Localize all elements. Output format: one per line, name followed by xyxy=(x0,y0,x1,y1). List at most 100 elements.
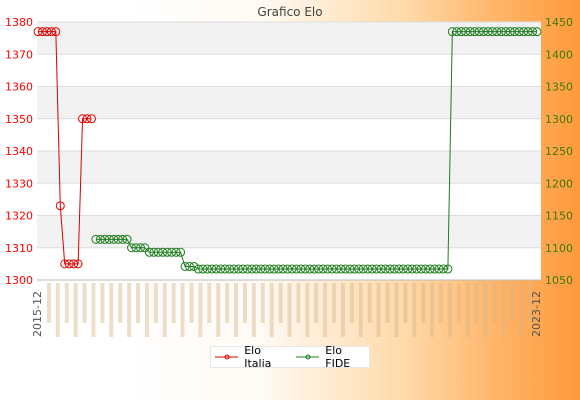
point-fide xyxy=(532,27,542,37)
point-fide xyxy=(461,27,471,37)
plot-band xyxy=(37,247,541,280)
point-fide xyxy=(135,243,145,253)
right-tick-label: 1200 xyxy=(545,177,573,190)
right-tick-label: 1100 xyxy=(545,242,573,255)
left-tick-label: 1320 xyxy=(5,210,33,223)
point-fide xyxy=(180,261,190,271)
right-tick-label: 1300 xyxy=(545,113,573,126)
left-tick-label: 1350 xyxy=(5,113,33,126)
point-fide xyxy=(398,264,408,274)
point-fide xyxy=(421,264,431,274)
point-fide xyxy=(118,234,128,244)
point-fide xyxy=(202,264,212,274)
point-fide xyxy=(211,264,221,274)
point-fide xyxy=(162,247,172,257)
series-layer xyxy=(33,27,542,274)
point-fide xyxy=(443,264,453,274)
right-tick-label: 1350 xyxy=(545,81,573,94)
point-fide xyxy=(514,27,524,37)
point-fide xyxy=(127,243,137,253)
point-fide xyxy=(283,264,292,274)
point-fide xyxy=(171,247,181,257)
point-fide xyxy=(528,27,538,37)
right-tick-label: 1250 xyxy=(545,145,573,158)
left-tick-label: 1370 xyxy=(5,48,33,61)
left-tick-label: 1380 xyxy=(5,16,33,29)
right-axis: 1050 1100 1150 1200 1250 1300 1350 1400 1450 xyxy=(545,16,573,287)
point-fide xyxy=(318,264,328,274)
point-italia xyxy=(51,27,61,37)
point-fide xyxy=(483,27,493,37)
point-fide xyxy=(447,27,457,37)
point-fide xyxy=(207,264,217,274)
point-fide xyxy=(251,264,261,274)
point-fide xyxy=(122,234,132,244)
plot-background xyxy=(37,22,541,280)
x-tick-label: 2015-12 xyxy=(31,291,44,337)
point-fide xyxy=(510,27,520,37)
point-fide xyxy=(407,264,417,274)
point-fide xyxy=(256,264,266,274)
point-italia xyxy=(64,259,74,269)
point-fide xyxy=(193,264,203,274)
legend-label-italia: Elo Italia xyxy=(244,344,272,370)
point-fide xyxy=(336,264,346,274)
point-fide xyxy=(434,264,444,274)
point-fide xyxy=(492,27,502,37)
point-fide xyxy=(354,264,364,274)
point-fide xyxy=(412,264,422,274)
point-fide xyxy=(95,234,105,244)
point-fide xyxy=(340,264,350,274)
point-fide xyxy=(470,27,480,37)
left-tick-label: 1330 xyxy=(5,177,33,190)
point-italia xyxy=(42,27,52,37)
point-fide xyxy=(501,27,511,37)
right-tick-label: 1150 xyxy=(545,210,573,223)
point-fide xyxy=(260,264,270,274)
point-italia xyxy=(37,27,47,37)
point-fide xyxy=(505,27,515,37)
point-fide xyxy=(376,264,386,274)
point-fide xyxy=(403,264,413,274)
point-fide xyxy=(474,27,484,37)
point-fide xyxy=(131,243,141,253)
plot-band xyxy=(37,22,541,55)
legend-item-italia: Elo Italia xyxy=(215,344,290,370)
point-fide xyxy=(274,264,284,274)
plot-band xyxy=(37,54,541,87)
point-fide xyxy=(216,264,226,274)
point-fide xyxy=(425,264,435,274)
point-italia xyxy=(82,114,92,124)
legend-swatch-italia xyxy=(215,354,239,360)
point-fide xyxy=(225,264,235,274)
point-fide xyxy=(430,264,440,274)
point-italia xyxy=(60,259,70,269)
left-tick-label: 1300 xyxy=(5,274,33,287)
left-tick-label: 1310 xyxy=(5,242,33,255)
point-fide xyxy=(323,264,333,274)
legend: Elo Italia Elo FIDE xyxy=(210,344,370,370)
point-fide xyxy=(113,234,123,244)
point-fide xyxy=(184,261,194,271)
series-line-fide xyxy=(95,31,537,270)
point-fide xyxy=(438,264,448,274)
point-italia xyxy=(46,27,56,37)
point-fide xyxy=(104,234,114,244)
point-italia xyxy=(33,27,43,37)
point-fide xyxy=(363,264,373,274)
point-fide xyxy=(300,264,310,274)
point-fide xyxy=(314,264,324,274)
point-fide xyxy=(385,264,395,274)
point-fide xyxy=(381,264,391,274)
point-fide xyxy=(416,264,426,274)
point-fide xyxy=(91,234,101,244)
point-fide xyxy=(233,264,243,274)
point-fide xyxy=(109,234,119,244)
left-tick-label: 1360 xyxy=(5,81,33,94)
chart-title: Grafico Elo xyxy=(257,5,322,19)
legend-label-fide: Elo FIDE xyxy=(325,344,351,370)
point-fide xyxy=(149,247,159,257)
right-tick-label: 1450 xyxy=(545,16,573,29)
point-fide xyxy=(465,27,475,37)
